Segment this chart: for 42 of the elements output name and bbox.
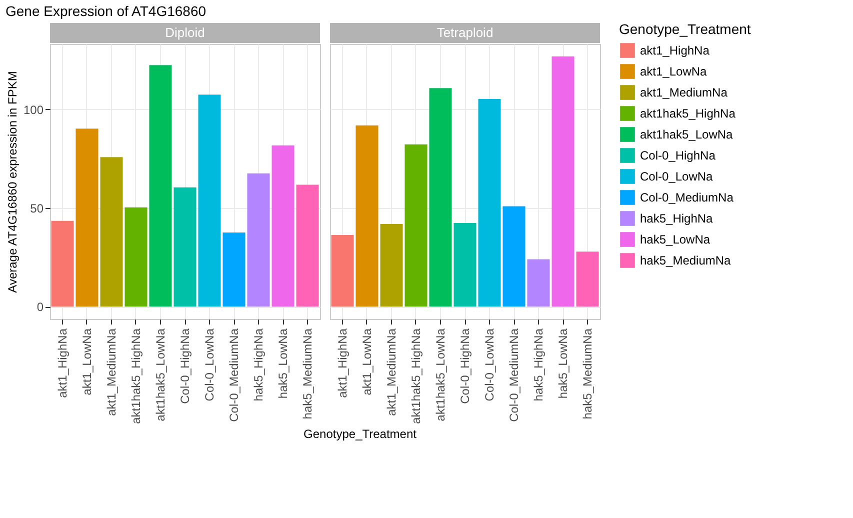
x-tick-label: akt1hak5_LowNa bbox=[434, 328, 448, 422]
x-tick-label: hak5_LowNa bbox=[276, 328, 290, 399]
x-tick-label: akt1_LowNa bbox=[80, 328, 94, 396]
legend-label: Col-0_LowNa bbox=[640, 170, 714, 184]
x-tick-label: akt1_LowNa bbox=[360, 328, 374, 396]
x-tick-label: Col-0_HighNa bbox=[178, 328, 192, 404]
y-tick-label: 0 bbox=[36, 300, 44, 314]
x-tick-label: Col-0_HighNa bbox=[458, 328, 472, 404]
legend-label: hak5_HighNa bbox=[640, 212, 714, 226]
chart-subtitle: Diploid bbox=[165, 25, 205, 40]
chart-subtitle: Tetraploid bbox=[436, 25, 494, 40]
legend-title: Genotype_Treatment bbox=[619, 21, 751, 37]
legend-label: akt1_HighNa bbox=[640, 44, 710, 58]
x-tick-label: akt1_HighNa bbox=[335, 328, 350, 398]
x-tick-label: hak5_MediumNa bbox=[300, 328, 315, 420]
x-tick-label: akt1_MediumNa bbox=[384, 328, 398, 416]
chart-title: Gene Expression of AT4G16860 bbox=[5, 3, 206, 19]
legend-label: akt1hak5_LowNa bbox=[640, 128, 734, 142]
legend-label: hak5_LowNa bbox=[640, 232, 710, 246]
x-tick-label: Col-0_MediumNa bbox=[227, 328, 241, 422]
x-axis-title: Genotype_Treatment bbox=[304, 427, 418, 441]
legend-label: akt1hak5_HighNa bbox=[640, 106, 736, 120]
legend-label: akt1_LowNa bbox=[640, 64, 708, 78]
x-tick-label: Col-0_LowNa bbox=[482, 328, 496, 402]
legend-label: akt1_MediumNa bbox=[640, 86, 728, 100]
x-tick-label: hak5_HighNa bbox=[532, 328, 546, 402]
x-tick-label: akt1hak5_HighNa bbox=[129, 328, 143, 424]
x-tick-label: akt1_MediumNa bbox=[104, 328, 118, 416]
y-axis-title: Average AT4G16860 expression in FPKM bbox=[5, 71, 20, 293]
x-tick-label: akt1_HighNa bbox=[55, 328, 70, 398]
x-tick-label: Col-0_MediumNa bbox=[507, 328, 521, 422]
legend-label: hak5_MediumNa bbox=[640, 254, 732, 268]
x-tick-label: hak5_HighNa bbox=[252, 328, 266, 402]
x-tick-label: Col-0_LowNa bbox=[202, 328, 216, 402]
legend-label: Col-0_HighNa bbox=[640, 148, 716, 162]
x-tick-label: hak5_MediumNa bbox=[580, 328, 595, 420]
legend-label: Col-0_MediumNa bbox=[640, 190, 734, 204]
x-tick-label: hak5_LowNa bbox=[556, 328, 570, 399]
y-tick-label: 100 bbox=[23, 102, 44, 117]
y-tick-label: 50 bbox=[30, 202, 44, 216]
x-tick-label: akt1hak5_LowNa bbox=[154, 328, 168, 422]
x-tick-label: akt1hak5_HighNa bbox=[409, 328, 423, 424]
